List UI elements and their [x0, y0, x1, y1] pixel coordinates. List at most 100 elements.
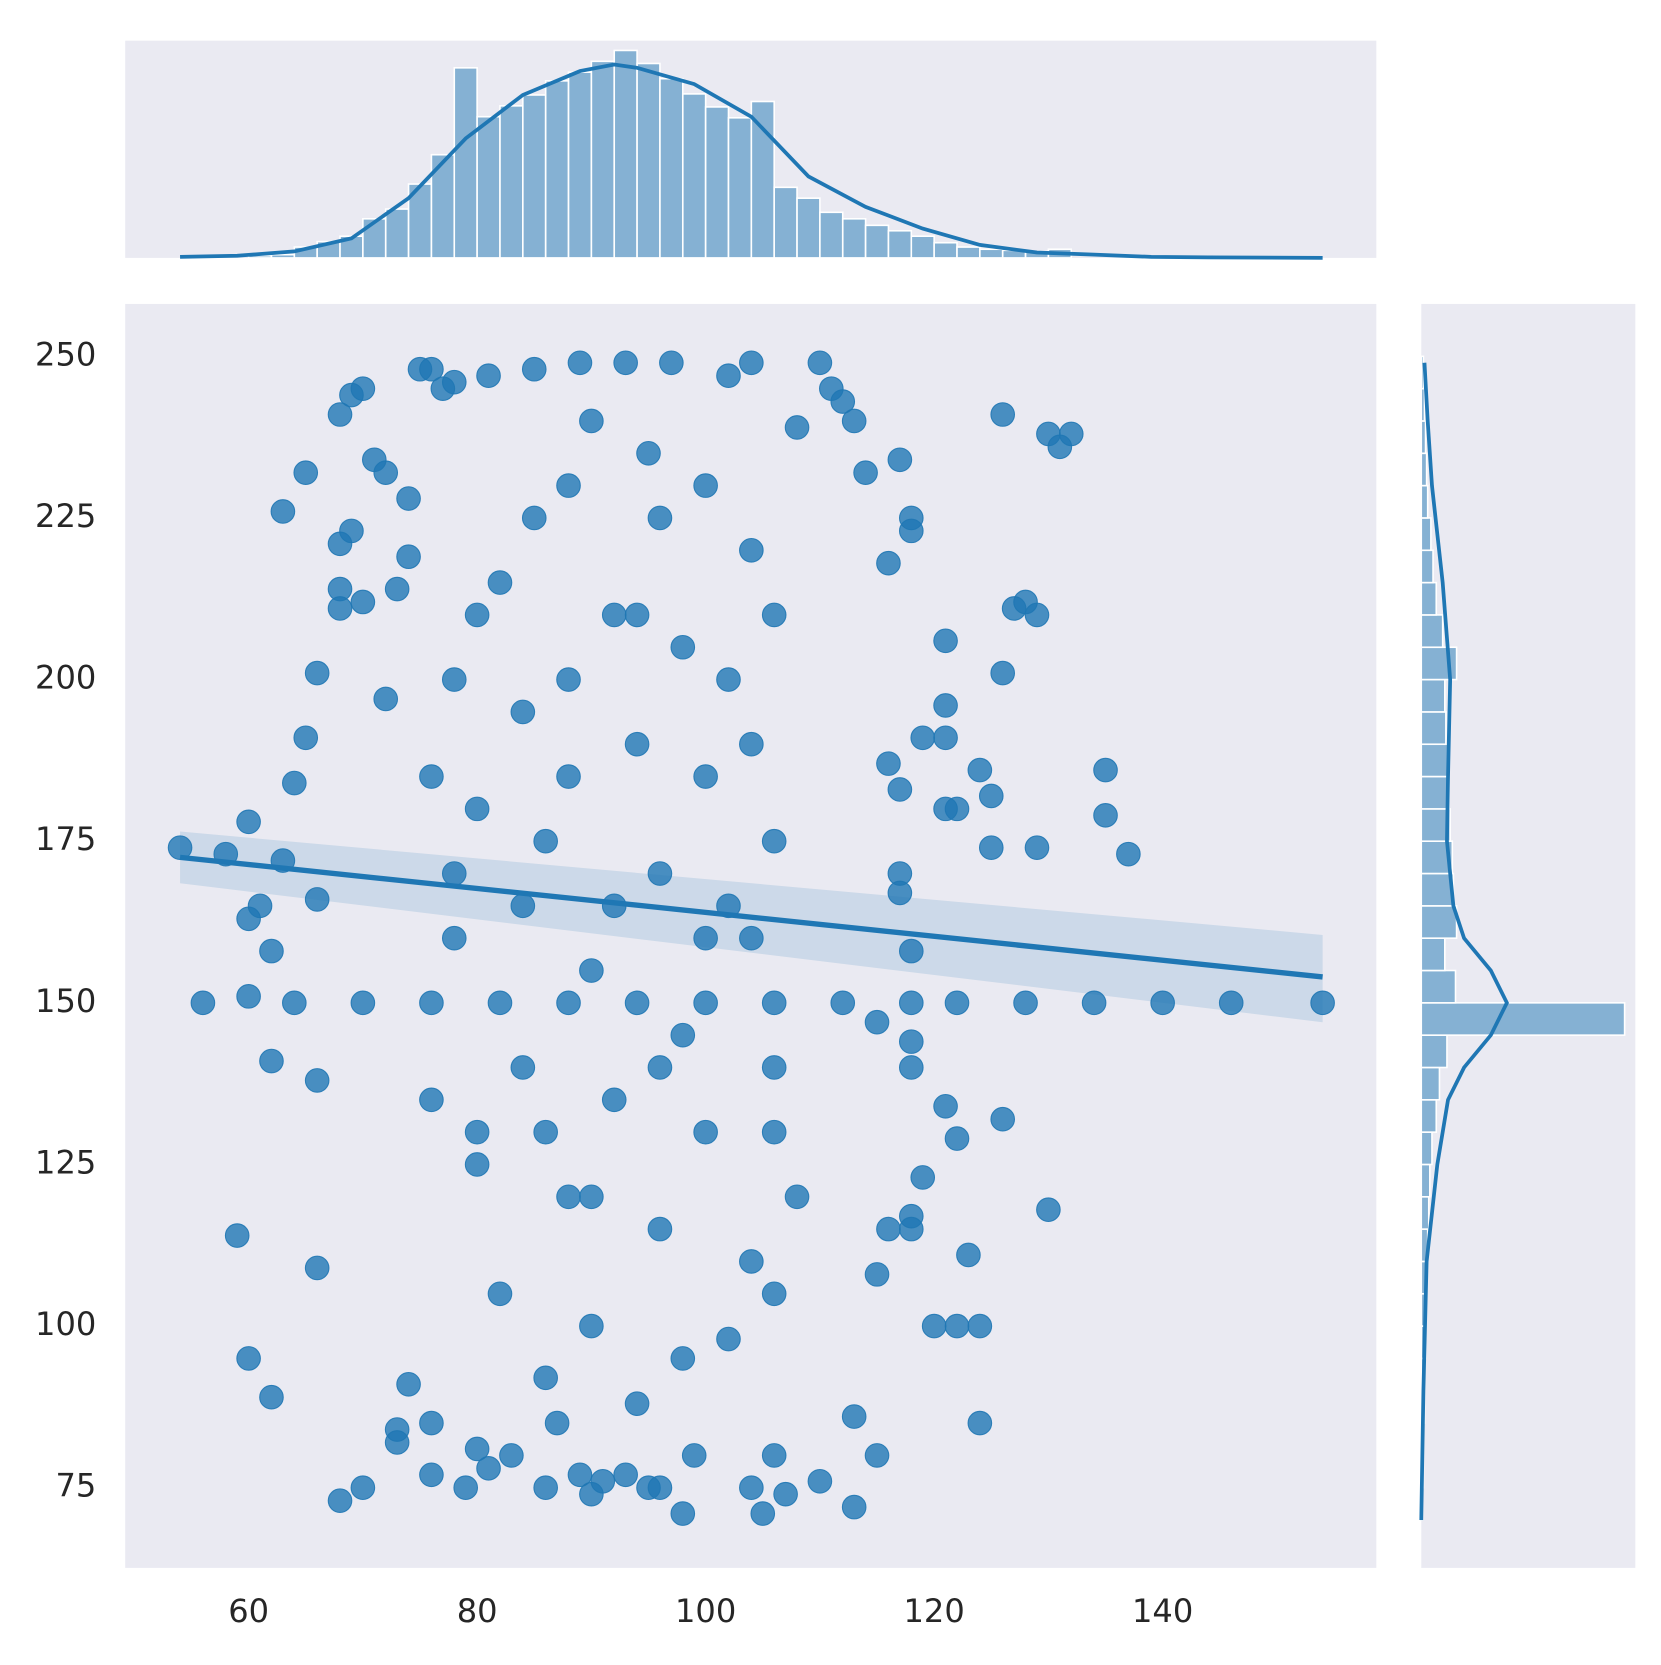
point — [773, 1481, 798, 1507]
histogram-bar — [1420, 355, 1425, 390]
point — [556, 764, 581, 789]
point — [921, 1313, 947, 1339]
histogram-bar — [1420, 1195, 1430, 1230]
point — [784, 415, 810, 440]
point — [464, 1152, 490, 1177]
point — [521, 505, 547, 531]
point — [841, 1494, 867, 1520]
point — [933, 725, 958, 751]
point — [590, 1468, 616, 1494]
point — [1218, 990, 1244, 1016]
point — [441, 369, 467, 395]
point — [624, 602, 650, 628]
x-tick-label: 120 — [904, 1592, 965, 1630]
y-tick-label: 75 — [55, 1467, 96, 1505]
point — [350, 589, 376, 615]
histogram-bar — [1420, 905, 1458, 939]
point — [579, 958, 604, 983]
point — [373, 460, 399, 485]
histogram-bar — [1420, 743, 1449, 778]
point — [910, 725, 936, 751]
y-tick-label: 175 — [35, 820, 96, 858]
histogram-bar — [1420, 937, 1446, 972]
point — [419, 356, 444, 382]
point — [978, 835, 1004, 860]
point — [567, 350, 593, 376]
point — [944, 990, 970, 1016]
point — [670, 1346, 696, 1371]
point — [624, 1391, 650, 1416]
histogram-bar — [1420, 517, 1432, 552]
point — [521, 356, 547, 382]
point — [864, 1009, 890, 1035]
point — [259, 1384, 284, 1410]
histogram-bar — [773, 186, 798, 259]
point — [967, 757, 993, 783]
point — [739, 537, 764, 563]
histogram-bar — [1420, 1034, 1448, 1069]
point — [613, 1462, 638, 1488]
point — [647, 505, 673, 531]
point — [282, 990, 307, 1016]
histogram-bar — [384, 208, 410, 259]
histogram-bar — [567, 71, 593, 259]
histogram-bar — [1420, 549, 1434, 584]
point — [1093, 803, 1118, 828]
histogram-bar — [1420, 711, 1447, 746]
point — [487, 990, 513, 1016]
confidence-band — [180, 831, 1323, 1023]
point — [636, 440, 661, 466]
point — [853, 460, 878, 485]
point — [396, 1371, 421, 1397]
point — [601, 602, 627, 628]
histogram-bar — [270, 253, 296, 259]
point — [761, 1443, 787, 1468]
point — [670, 634, 696, 660]
point — [761, 828, 787, 854]
histogram-bar — [819, 211, 844, 259]
point — [933, 693, 958, 718]
point — [282, 770, 307, 796]
point — [533, 828, 558, 854]
histogram-bar — [1420, 484, 1429, 519]
x-tick-label: 140 — [1132, 1592, 1193, 1630]
point — [350, 1475, 376, 1501]
regression-line — [179, 854, 1323, 980]
histogram-bar — [1420, 1131, 1433, 1166]
point — [761, 1119, 787, 1145]
histogram-bar — [636, 62, 661, 259]
x-tick-label: 100 — [675, 1592, 736, 1630]
point — [898, 990, 924, 1016]
point — [350, 990, 376, 1016]
kde-curve — [1419, 362, 1509, 1521]
point — [898, 1216, 924, 1242]
point — [441, 667, 467, 692]
y-tick-label: 150 — [35, 982, 96, 1020]
point — [339, 518, 364, 544]
histogram-bar — [522, 94, 547, 259]
point — [1024, 835, 1050, 860]
point — [1024, 602, 1050, 628]
point — [647, 1055, 673, 1080]
point — [441, 925, 467, 951]
point — [739, 925, 764, 951]
histogram-bar — [956, 246, 981, 259]
point — [693, 764, 718, 789]
histogram-bar — [1420, 581, 1438, 616]
point — [419, 1087, 444, 1113]
point — [659, 350, 684, 376]
histogram-bar — [1420, 614, 1444, 649]
point — [784, 1184, 810, 1210]
y-tick-label: 100 — [35, 1305, 96, 1343]
point — [567, 1462, 593, 1488]
point — [384, 576, 410, 602]
point — [761, 990, 787, 1016]
point — [841, 1404, 867, 1429]
point — [373, 686, 399, 712]
point — [739, 731, 764, 757]
histogram-bar — [1420, 1163, 1431, 1198]
point — [739, 350, 764, 376]
histogram-bar — [1420, 420, 1427, 455]
point — [304, 1068, 330, 1093]
